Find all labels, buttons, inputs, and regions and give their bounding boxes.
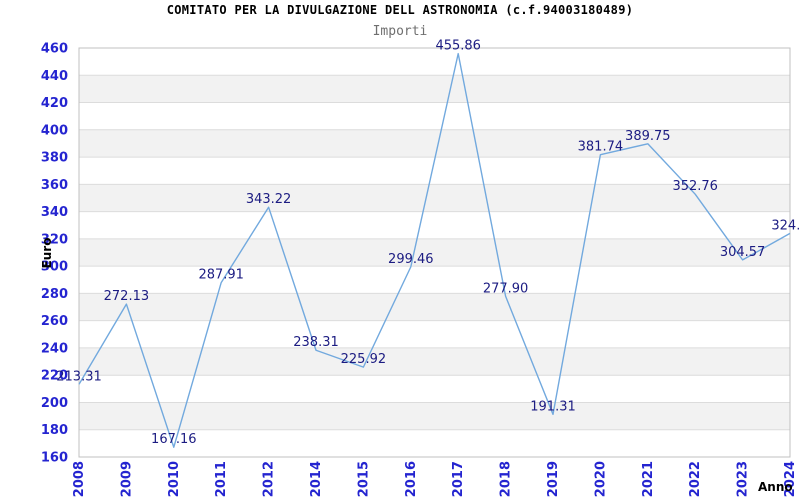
y-tick-label: 420 <box>41 96 68 111</box>
plot-band <box>79 184 790 212</box>
y-tick-label: 460 <box>41 42 68 57</box>
plot-band <box>79 402 790 430</box>
data-point-label: 277.90 <box>483 281 529 296</box>
data-point-label: 352.76 <box>672 179 718 194</box>
x-tick-label: 2021 <box>641 461 656 497</box>
x-tick-label: 2014 <box>309 461 324 497</box>
data-line <box>78 52 791 448</box>
y-tick-label: 180 <box>41 423 68 438</box>
x-tick-label: 2018 <box>499 461 514 497</box>
x-tick-label: 2023 <box>736 461 751 497</box>
y-tick-label: 360 <box>41 178 68 193</box>
plot-band <box>79 75 790 103</box>
data-point-label: 191.31 <box>530 399 576 414</box>
data-point-label: 381.74 <box>578 140 624 155</box>
x-tick-label: 2020 <box>593 461 608 497</box>
chart-title: COMITATO PER LA DIVULGAZIONE DELL ASTRON… <box>166 3 634 17</box>
x-tick-label: 2017 <box>451 461 466 497</box>
data-point-label: 272.13 <box>104 289 150 304</box>
y-tick-label: 300 <box>41 260 68 275</box>
data-point-label: 299.46 <box>388 252 434 267</box>
y-tick-label: 400 <box>41 123 68 138</box>
data-point-label: 455.86 <box>435 39 481 54</box>
y-tick-label: 260 <box>41 314 68 329</box>
chart-subtitle: Importi <box>372 24 428 39</box>
plot-band <box>79 293 790 321</box>
y-tick-label: 240 <box>41 341 68 356</box>
x-tick-label: 2019 <box>546 461 561 497</box>
y-tick-label: 380 <box>41 151 68 166</box>
data-point-label: 225.92 <box>341 352 387 367</box>
x-tick-label: 2011 <box>214 461 229 497</box>
x-tick-label: 2012 <box>262 461 277 497</box>
data-point-label: 389.75 <box>625 129 671 144</box>
y-tick-label: 200 <box>41 396 68 411</box>
plot-band <box>79 129 790 158</box>
x-tick-label: 2010 <box>167 461 182 497</box>
plot-band <box>79 238 790 267</box>
data-point-label: 324.0 <box>771 218 800 233</box>
plot-band <box>79 347 790 376</box>
y-tick-label: 340 <box>41 205 68 220</box>
x-tick-label: 2022 <box>688 461 703 497</box>
data-point-label: 343.22 <box>246 192 292 207</box>
x-tick-label: 2008 <box>72 461 87 497</box>
y-tick-label: 220 <box>41 369 68 384</box>
x-tick-label: 2024 <box>783 461 798 497</box>
x-tick-label: 2009 <box>119 461 134 497</box>
data-point-label: 238.31 <box>293 335 339 350</box>
data-point-label: 287.91 <box>198 268 244 283</box>
y-tick-label: 280 <box>41 287 68 302</box>
data-point-label: 167.16 <box>151 432 197 447</box>
y-axis-title: Euro <box>40 238 54 269</box>
y-tick-label: 160 <box>41 451 68 466</box>
plot-border <box>78 47 791 458</box>
y-tick-label: 440 <box>41 69 68 84</box>
y-tick-label: 320 <box>41 232 68 247</box>
x-tick-label: 2016 <box>404 461 419 497</box>
x-tick-label: 2015 <box>356 461 371 497</box>
x-axis-title: Anno <box>758 480 793 494</box>
data-point-label: 304.57 <box>720 245 766 260</box>
data-point-label: 213.31 <box>56 369 102 384</box>
